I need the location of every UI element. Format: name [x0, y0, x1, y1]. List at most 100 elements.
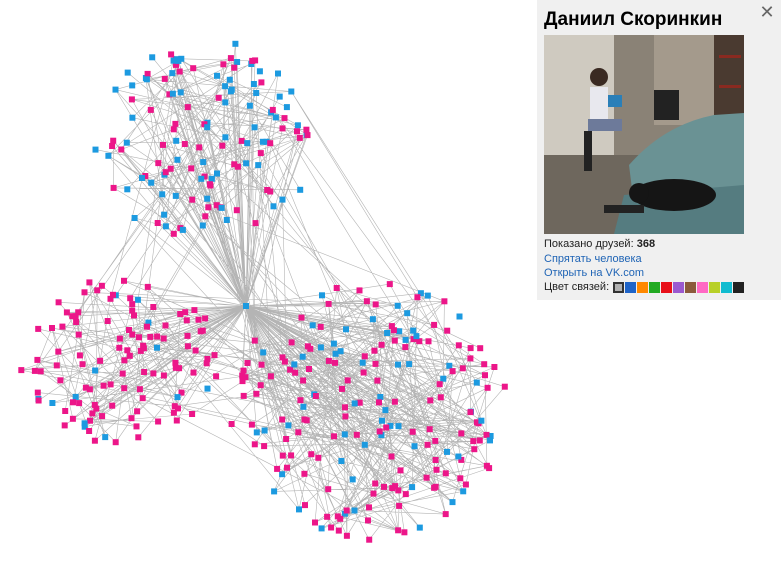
friend-node[interactable] — [34, 389, 41, 396]
friend-node[interactable] — [383, 424, 390, 431]
friend-node[interactable] — [244, 360, 251, 366]
friend-node[interactable] — [307, 345, 314, 352]
friend-node[interactable] — [432, 457, 439, 463]
friend-node[interactable] — [363, 298, 370, 305]
friend-node[interactable] — [411, 443, 418, 450]
friend-node[interactable] — [124, 347, 131, 354]
friend-node[interactable] — [390, 327, 397, 334]
friend-node[interactable] — [391, 398, 398, 405]
friend-node[interactable] — [371, 347, 378, 354]
friend-node[interactable] — [159, 191, 166, 198]
friend-node[interactable] — [303, 126, 310, 133]
friend-node[interactable] — [110, 137, 117, 144]
friend-node[interactable] — [331, 433, 337, 440]
friend-node[interactable] — [253, 390, 260, 397]
friend-node[interactable] — [458, 456, 465, 463]
friend-node[interactable] — [73, 319, 80, 325]
link-color-swatch[interactable] — [613, 281, 625, 293]
friend-node[interactable] — [211, 352, 218, 359]
friend-node[interactable] — [402, 491, 409, 498]
link-color-swatch[interactable] — [733, 281, 745, 293]
friend-node[interactable] — [178, 389, 185, 396]
friend-node[interactable] — [483, 431, 490, 438]
friend-node[interactable] — [240, 367, 247, 374]
friend-node[interactable] — [49, 400, 56, 406]
friend-node[interactable] — [160, 335, 167, 342]
friend-node[interactable] — [487, 437, 493, 444]
friend-node[interactable] — [140, 345, 147, 352]
friend-node[interactable] — [177, 89, 184, 96]
friend-node[interactable] — [491, 364, 498, 370]
friend-node[interactable] — [102, 434, 109, 441]
friend-node[interactable] — [337, 348, 344, 355]
friend-node[interactable] — [312, 519, 318, 526]
friend-node[interactable] — [426, 426, 433, 433]
friend-node[interactable] — [201, 173, 208, 180]
friend-node[interactable] — [57, 377, 64, 384]
friend-node[interactable] — [460, 488, 467, 495]
friend-node[interactable] — [442, 470, 449, 477]
friend-node[interactable] — [109, 402, 116, 409]
friend-node[interactable] — [129, 307, 136, 314]
friend-node[interactable] — [386, 281, 393, 288]
friend-node[interactable] — [325, 486, 332, 493]
friend-node[interactable] — [325, 300, 332, 307]
friend-node[interactable] — [222, 83, 229, 90]
friend-node[interactable] — [309, 322, 316, 329]
friend-node[interactable] — [292, 369, 299, 376]
friend-node[interactable] — [192, 347, 199, 354]
friend-node[interactable] — [396, 502, 403, 509]
friend-node[interactable] — [272, 114, 279, 121]
friend-node[interactable] — [417, 290, 424, 297]
friend-node[interactable] — [376, 399, 382, 406]
friend-node[interactable] — [441, 298, 448, 305]
friend-node[interactable] — [87, 417, 93, 424]
friend-node[interactable] — [297, 397, 304, 404]
friend-node[interactable] — [381, 483, 387, 490]
friend-node[interactable] — [359, 359, 366, 366]
friend-node[interactable] — [136, 334, 142, 341]
friend-node[interactable] — [124, 186, 131, 193]
friend-node[interactable] — [413, 333, 420, 340]
friend-node[interactable] — [129, 82, 136, 89]
friend-node[interactable] — [172, 359, 179, 366]
friend-node[interactable] — [342, 404, 348, 411]
friend-node[interactable] — [136, 386, 143, 393]
friend-node[interactable] — [214, 72, 220, 79]
friend-node[interactable] — [436, 381, 443, 388]
friend-node[interactable] — [467, 345, 474, 352]
friend-node[interactable] — [189, 411, 196, 417]
link-color-swatch[interactable] — [709, 281, 721, 293]
friend-node[interactable] — [129, 331, 136, 338]
friend-node[interactable] — [374, 377, 381, 384]
friend-node[interactable] — [294, 128, 300, 135]
friend-node[interactable] — [370, 490, 377, 497]
friend-node[interactable] — [478, 417, 485, 424]
friend-node[interactable] — [283, 104, 290, 111]
friend-node[interactable] — [81, 289, 88, 296]
friend-node[interactable] — [294, 122, 301, 129]
friend-node[interactable] — [222, 99, 229, 106]
friend-node[interactable] — [124, 69, 131, 76]
friend-node[interactable] — [372, 360, 379, 367]
friend-node[interactable] — [228, 421, 235, 427]
link-color-swatch[interactable] — [673, 281, 685, 293]
friend-node[interactable] — [160, 372, 167, 379]
friend-node[interactable] — [177, 311, 184, 317]
friend-node[interactable] — [63, 309, 70, 316]
friend-node[interactable] — [126, 352, 133, 359]
friend-node[interactable] — [141, 369, 148, 375]
friend-node[interactable] — [175, 57, 182, 64]
friend-node[interactable] — [150, 304, 157, 310]
friend-node[interactable] — [82, 384, 89, 391]
friend-node[interactable] — [275, 70, 281, 77]
friend-node[interactable] — [170, 126, 177, 133]
friend-node[interactable] — [432, 437, 439, 444]
friend-node[interactable] — [121, 385, 128, 392]
close-icon[interactable]: ✕ — [759, 2, 775, 22]
friend-node[interactable] — [202, 315, 209, 322]
friend-node[interactable] — [288, 339, 295, 346]
friend-node[interactable] — [341, 510, 348, 517]
friend-node[interactable] — [384, 330, 391, 336]
friend-node[interactable] — [285, 422, 292, 429]
